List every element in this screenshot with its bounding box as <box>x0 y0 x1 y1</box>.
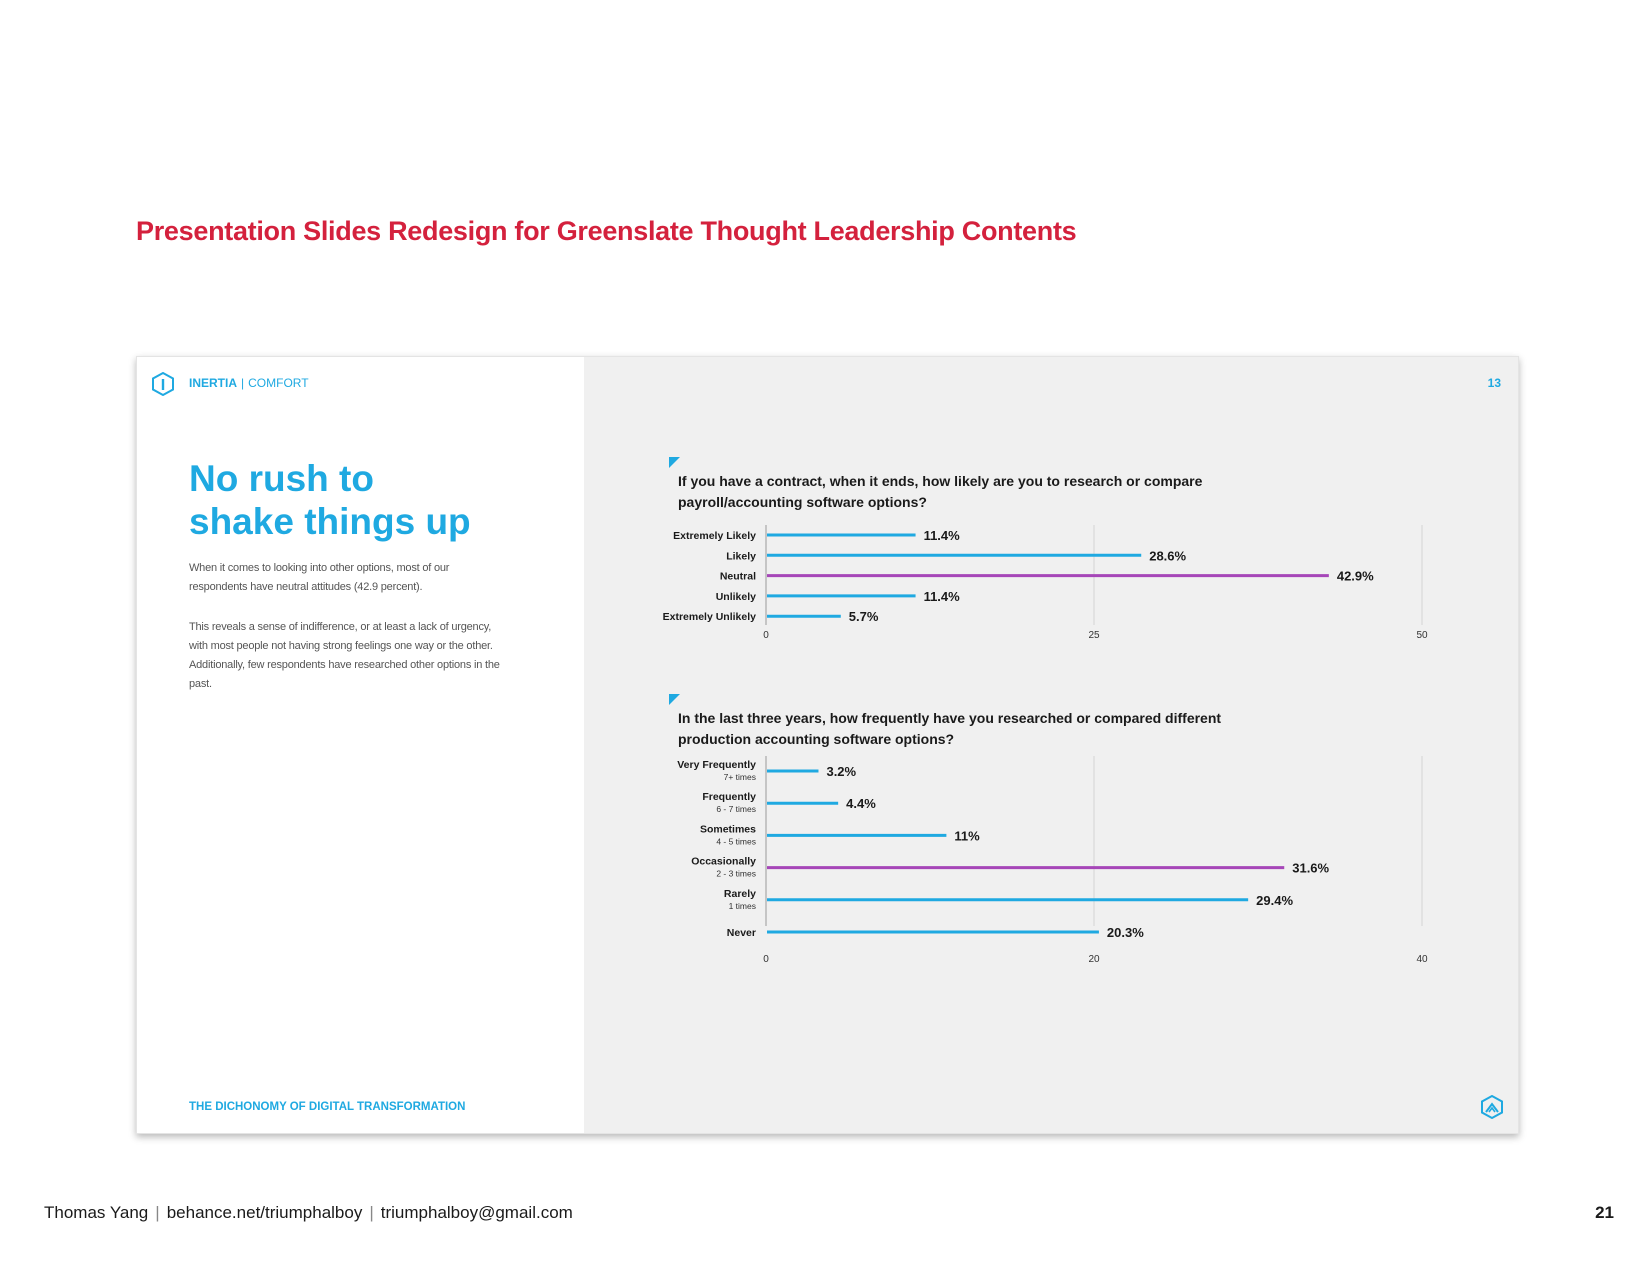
category-label: Very Frequently <box>677 759 756 771</box>
chart-flag-icon <box>669 457 680 468</box>
category-label: Frequently <box>702 791 756 803</box>
chart-flag-icon <box>669 694 680 705</box>
data-label: 31.6% <box>1292 861 1329 876</box>
category-sublabel: 2 - 3 times <box>716 869 756 879</box>
data-label: 28.6% <box>1149 548 1186 563</box>
section-primary: INERTIA <box>189 376 237 390</box>
author-name: Thomas Yang <box>44 1203 149 1222</box>
x-tick-label: 0 <box>763 630 769 641</box>
chart-likelihood-plot: 0 25 50 Extremely Likely 11.4% Likely 28.6% Neu… <box>663 525 1428 641</box>
data-label: 11.4% <box>924 528 961 543</box>
page-heading: Presentation Slides Redesign for Greensl… <box>136 216 1077 246</box>
chart-question: If you have a contract, when it ends, ho… <box>678 473 1203 510</box>
category-label: Rarely <box>724 888 756 900</box>
category-sublabel: 1 times <box>729 901 756 911</box>
slide-right-panel: 13 If you have a contract, when it ends,… <box>584 357 1518 1133</box>
slide-number: 13 <box>1487 376 1501 390</box>
data-label: 42.9% <box>1337 569 1374 584</box>
page-number: 21 <box>1595 1203 1614 1222</box>
data-label: 4.4% <box>846 796 876 811</box>
category-label: Occasionally <box>691 856 756 868</box>
slide-footer-title: THE DICHONOMY OF DIGITAL TRANSFORMATION <box>189 1101 466 1113</box>
data-label: 5.7% <box>849 609 879 624</box>
x-tick-label: 50 <box>1416 630 1428 641</box>
body-paragraph-2: This reveals a sense of indifference, or… <box>189 621 500 690</box>
x-tick-label: 20 <box>1088 954 1100 964</box>
category-label: Extremely Likely <box>673 530 756 542</box>
chart-likelihood: If you have a contract, when it ends, ho… <box>584 457 1518 657</box>
data-label: 29.4% <box>1256 893 1293 908</box>
footer-separator: | <box>155 1203 160 1222</box>
slide: INERTIA | COMFORT No rush to shake things … <box>136 356 1519 1134</box>
slide-title-line-2: shake things up <box>189 501 471 542</box>
section-secondary: COMFORT <box>248 376 309 390</box>
body-paragraph-1: When it comes to looking into other opti… <box>189 562 450 593</box>
slide-title: No rush to shake things up <box>189 457 471 543</box>
category-label: Extremely Unlikely <box>663 611 757 623</box>
email-link[interactable]: triumphalboy@gmail.com <box>380 1203 573 1222</box>
slide-title-line-1: No rush to <box>189 458 374 499</box>
category-sublabel: 6 - 7 times <box>716 804 756 814</box>
data-label: 20.3% <box>1107 925 1144 940</box>
category-label: Never <box>727 927 756 939</box>
section-label: INERTIA | COMFORT <box>189 376 309 390</box>
section-separator: | <box>241 376 245 390</box>
category-sublabel: 7+ times <box>724 772 756 782</box>
footer-separator: | <box>369 1203 374 1222</box>
website-link[interactable]: behance.net/triumphalboy <box>166 1203 363 1222</box>
category-label: Likely <box>726 550 756 562</box>
x-tick-label: 40 <box>1416 954 1428 964</box>
x-tick-label: 25 <box>1088 630 1100 641</box>
category-sublabel: 4 - 5 times <box>716 836 756 846</box>
category-label: Unlikely <box>716 591 756 603</box>
category-label: Sometimes <box>700 823 756 835</box>
category-label: Neutral <box>720 571 756 583</box>
page-footer: Thomas Yang | behance.net/triumphalboy | tri… <box>44 1203 573 1223</box>
data-label: 11% <box>954 828 980 843</box>
chart-question: In the last three years, how frequently … <box>678 710 1222 747</box>
hexagon-logo-icon <box>152 372 174 396</box>
x-tick-label: 0 <box>763 954 769 964</box>
chart-frequency: In the last three years, how frequently … <box>584 694 1518 964</box>
home-hexagon-icon <box>1481 1095 1503 1119</box>
slide-left-panel: INERTIA | COMFORT No rush to shake things … <box>137 357 584 1133</box>
data-label: 3.2% <box>826 764 856 779</box>
data-label: 11.4% <box>924 589 961 604</box>
